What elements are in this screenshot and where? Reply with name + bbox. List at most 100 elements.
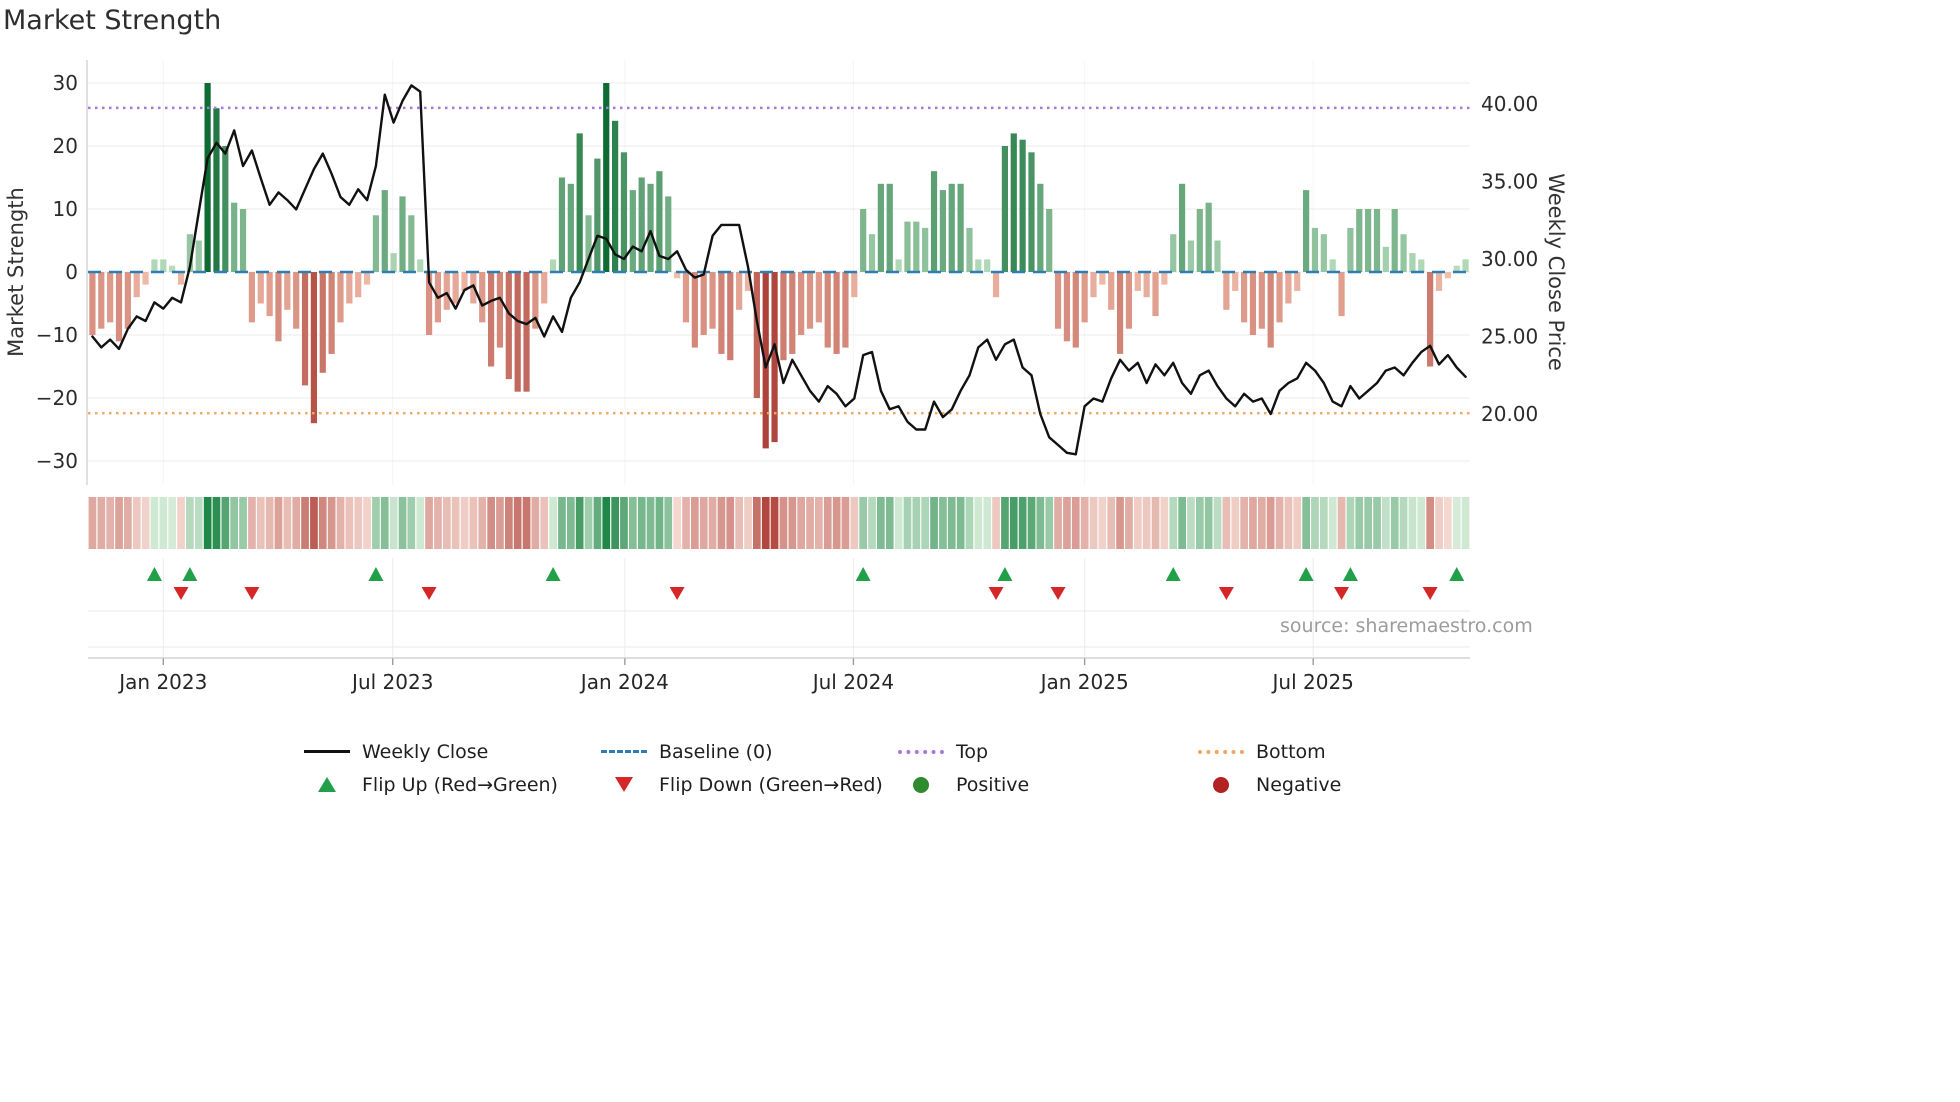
- heatmap-cell: [513, 497, 522, 549]
- flip-down-marker: [1334, 587, 1350, 600]
- strength-bar: [461, 272, 468, 291]
- heatmap-cell: [540, 497, 549, 549]
- flip-down-marker: [1050, 587, 1066, 600]
- heatmap-cell: [930, 497, 938, 549]
- strength-bar: [266, 272, 273, 317]
- heatmap-cell: [469, 497, 478, 549]
- strength-bar: [815, 272, 822, 323]
- strength-bar: [1258, 272, 1265, 329]
- heatmap-cell: [593, 497, 602, 549]
- heatmap-cell: [159, 497, 168, 549]
- y-tick-label-left: 0: [65, 260, 78, 284]
- heatmap-cell: [505, 497, 513, 549]
- strength-bar: [1240, 272, 1248, 323]
- heatmap-cell: [611, 497, 619, 549]
- heatmap-cell: [1435, 497, 1443, 549]
- strength-bar: [363, 272, 371, 285]
- heatmap-cell: [1373, 497, 1381, 549]
- heatmap-cell: [1346, 497, 1355, 549]
- strength-bar: [231, 202, 238, 272]
- strength-bar: [1046, 209, 1053, 272]
- strength-bar: [124, 272, 131, 329]
- strength-bar: [1001, 146, 1009, 272]
- strength-bar: [417, 259, 424, 272]
- strength-bar: [452, 272, 459, 304]
- strength-bar: [239, 209, 247, 272]
- green-up-triangle-icon: [318, 777, 336, 792]
- strength-bar: [1161, 272, 1168, 285]
- strength-bar: [479, 272, 486, 323]
- strength-bar: [833, 272, 840, 354]
- strength-bar: [1249, 272, 1257, 335]
- heatmap-cell: [132, 497, 141, 549]
- heatmap-cell: [407, 497, 416, 549]
- heatmap-cell: [327, 497, 336, 549]
- heatmap-cell: [894, 497, 903, 549]
- strength-bar: [222, 146, 229, 272]
- strength-bar: [204, 83, 211, 272]
- heatmap-cell: [531, 497, 540, 549]
- strength-bar: [1427, 272, 1434, 367]
- heatmap-cell: [1311, 497, 1319, 549]
- heatmap-cell: [150, 497, 159, 549]
- strength-bar: [780, 272, 787, 361]
- strength-bar: [1187, 240, 1195, 272]
- heatmap-cell: [97, 497, 106, 549]
- strength-bar: [1303, 190, 1310, 272]
- strength-bar: [939, 190, 946, 272]
- heatmap-cell: [434, 497, 442, 549]
- heatmap-cell: [1258, 497, 1266, 549]
- heatmap-cell: [310, 497, 318, 549]
- heatmap-cell: [1390, 497, 1399, 549]
- legend-label: Weekly Close: [362, 740, 489, 763]
- strength-bar: [248, 272, 255, 323]
- strength-bar: [1400, 234, 1407, 272]
- strength-bar: [487, 272, 495, 367]
- strength-bar: [1373, 209, 1381, 272]
- strength-bar: [443, 272, 450, 310]
- heatmap-cell: [274, 497, 283, 549]
- y-tick-label-right: 40.00: [1481, 92, 1538, 116]
- black-line-icon: [304, 750, 350, 753]
- heatmap-cell: [815, 497, 823, 549]
- heatmap-cell: [877, 497, 885, 549]
- legend-item-top: Top: [897, 741, 1197, 763]
- flip-up-marker: [1298, 567, 1314, 581]
- heatmap-cell: [664, 497, 673, 549]
- heatmap-cell: [177, 497, 185, 549]
- legend-row-2: Flip Up (Red→Green) Flip Down (Green→Red…: [303, 768, 1593, 801]
- strength-bar: [727, 272, 734, 361]
- strength-bar: [301, 272, 309, 386]
- heatmap-cell: [194, 497, 203, 549]
- strength-bar: [576, 133, 583, 272]
- strength-bar: [1418, 259, 1425, 272]
- heatmap-cell: [487, 497, 495, 549]
- strength-bar: [1294, 272, 1301, 291]
- legend-item-flip-down: Flip Down (Green→Red): [600, 774, 897, 796]
- heatmap-cell: [1001, 497, 1009, 549]
- heatmap-cell: [1027, 497, 1036, 549]
- legend-row-1: Weekly Close Baseline (0) Top Bottom: [303, 735, 1593, 768]
- heatmap-cell: [1071, 497, 1080, 549]
- flip-up-marker: [182, 567, 198, 581]
- strength-bar: [567, 183, 574, 272]
- strength-bar: [1125, 272, 1133, 329]
- strength-bar: [629, 190, 636, 272]
- strength-bar: [1391, 209, 1398, 272]
- strength-bar: [992, 272, 1000, 298]
- strength-bar: [1267, 272, 1274, 348]
- heatmap-cell: [1134, 497, 1142, 549]
- strength-bar: [1320, 234, 1327, 272]
- legend-label: Bottom: [1256, 740, 1326, 763]
- heatmap-cell: [1178, 497, 1186, 549]
- heatmap-cell: [318, 497, 327, 549]
- heatmap-cell: [753, 497, 761, 549]
- strength-bar: [638, 177, 645, 272]
- strength-bar: [1462, 259, 1469, 272]
- bottom-line-swatch: [1197, 749, 1245, 754]
- strength-bar: [381, 190, 388, 272]
- legend-label: Flip Up (Red→Green): [362, 773, 558, 796]
- x-tick-label: Jan 2024: [579, 670, 669, 694]
- strength-bar: [975, 259, 982, 272]
